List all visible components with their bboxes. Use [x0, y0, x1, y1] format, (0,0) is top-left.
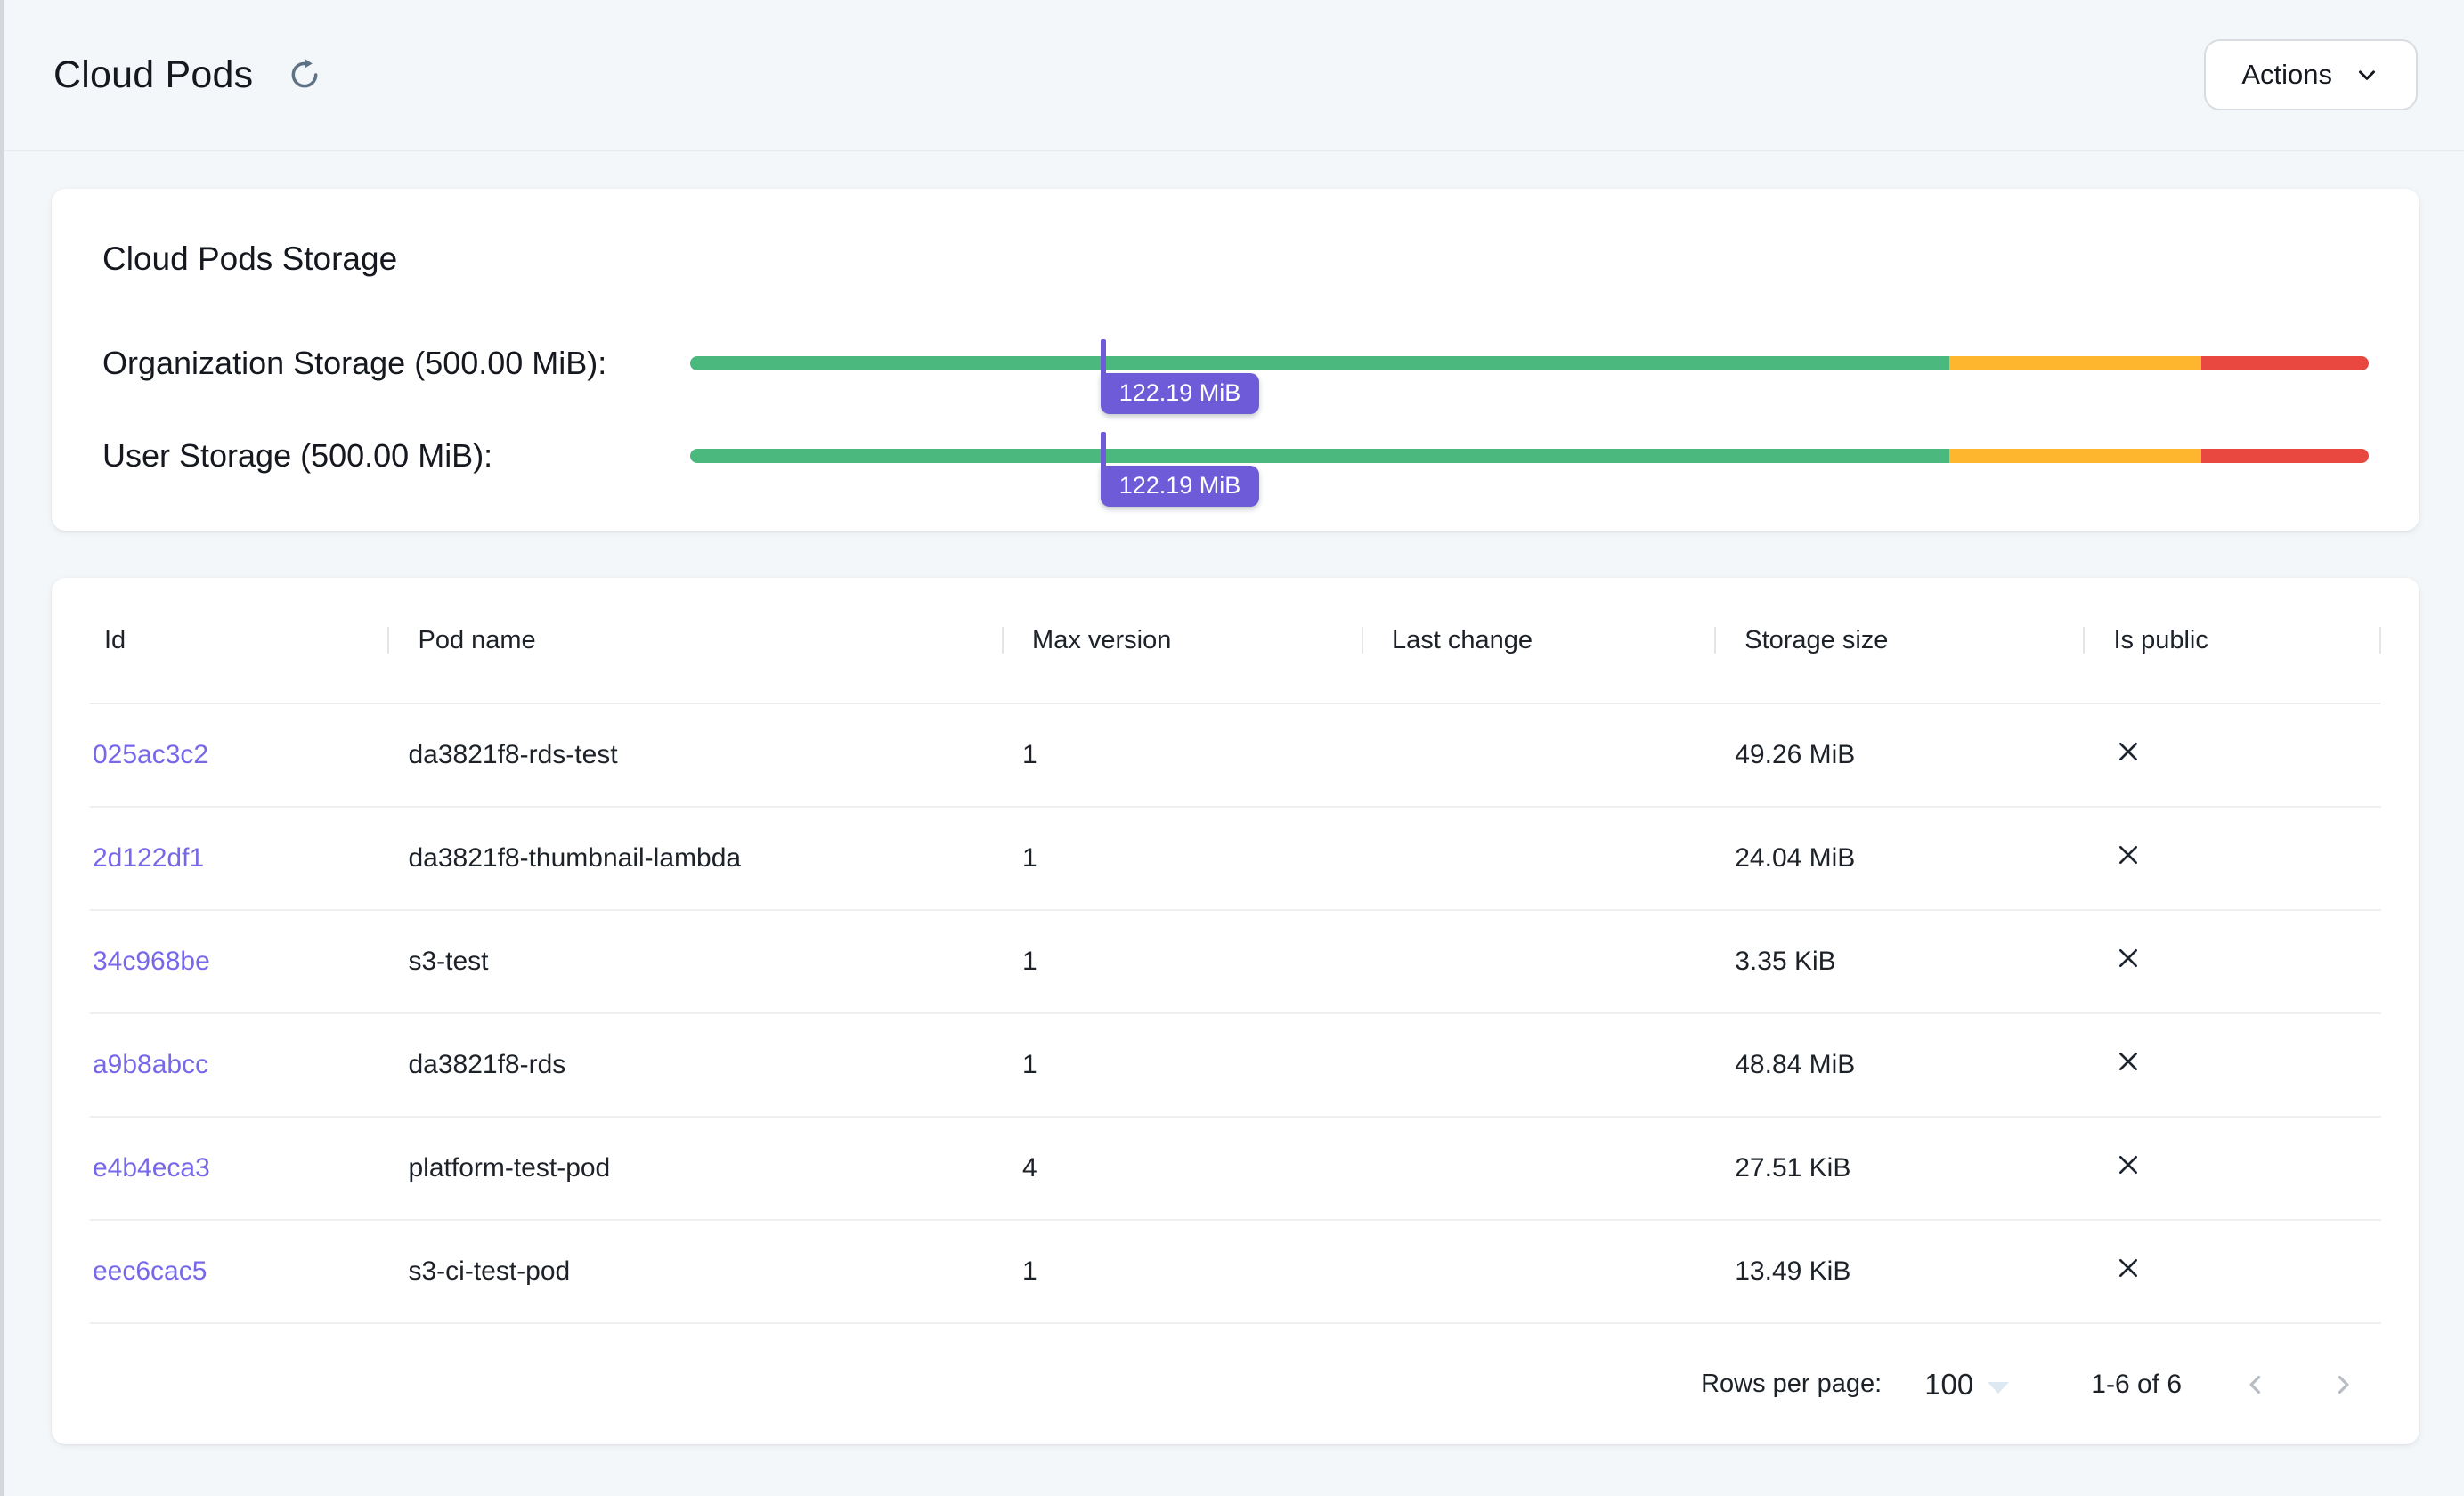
- storage-usage-marker: [1100, 432, 1106, 468]
- refresh-button[interactable]: [285, 55, 324, 94]
- previous-page-button[interactable]: [2232, 1361, 2280, 1409]
- gauge-segment-ok: [690, 356, 1949, 370]
- pod-id-cell: 025ac3c2: [90, 740, 387, 770]
- pod-id-cell: 2d122df1: [90, 843, 387, 874]
- not-public-icon: [2114, 1254, 2143, 1282]
- pagination-range-label: 1-6 of 6: [2091, 1369, 2182, 1399]
- max-version-cell: 4: [1022, 1153, 1037, 1183]
- pod-id-cell: a9b8abcc: [90, 1050, 387, 1080]
- pod-id-link[interactable]: e4b4eca3: [93, 1153, 210, 1183]
- storage-gauge-track: [690, 356, 2369, 370]
- column-header-is-public: Is public: [2083, 578, 2380, 703]
- user-storage-row: User Storage (500.00 MiB): 122.19 MiB: [102, 432, 2369, 507]
- is-public-cell: [2083, 1254, 2380, 1289]
- storage-usage-tooltip: 122.19 MiB: [1100, 373, 1260, 414]
- rows-per-page-value: 100: [1924, 1367, 1974, 1401]
- user-storage-label: User Storage (500.00 MiB):: [102, 437, 493, 474]
- is-public-cell: [2083, 1047, 2380, 1083]
- next-page-button[interactable]: [2319, 1361, 2367, 1409]
- not-public-icon: [2114, 841, 2143, 869]
- pod-name-cell: da3821f8-thumbnail-lambda: [408, 843, 742, 873]
- not-public-icon: [2114, 944, 2143, 972]
- pod-name-cell: da3821f8-rds: [408, 1050, 566, 1079]
- gauge-segment-critical: [2200, 356, 2369, 370]
- column-header-pod-name: Pod name: [387, 578, 1002, 703]
- max-version-cell: 1: [1022, 947, 1037, 976]
- organization-storage-gauge: 122.19 MiB: [690, 339, 2369, 414]
- column-header-storage-size: Storage size: [1714, 578, 2083, 703]
- table-row: eec6cac5 s3-ci-test-pod 1 13.49 KiB: [90, 1221, 2381, 1324]
- gauge-segment-critical: [2200, 449, 2369, 463]
- table-row: 34c968be s3-test 1 3.35 KiB: [90, 911, 2381, 1014]
- rows-per-page-select[interactable]: 100: [1924, 1367, 2010, 1402]
- cloud-pods-table-card: Id Pod name Max version Last change Stor…: [52, 578, 2419, 1444]
- organization-storage-row: Organization Storage (500.00 MiB): 122.1…: [102, 339, 2369, 414]
- not-public-icon: [2114, 1150, 2143, 1179]
- pod-id-cell: e4b4eca3: [90, 1153, 387, 1183]
- table-row: a9b8abcc da3821f8-rds 1 48.84 MiB: [90, 1014, 2381, 1118]
- table-body: 025ac3c2 da3821f8-rds-test 1 49.26 MiB 2…: [90, 704, 2381, 1324]
- actions-button-label: Actions: [2241, 59, 2332, 90]
- gauge-segment-ok: [690, 449, 1949, 463]
- gauge-segment-warning: [1948, 449, 2201, 463]
- column-header-id: Id: [104, 625, 126, 654]
- pod-name-cell: platform-test-pod: [408, 1153, 611, 1183]
- storage-usage-tooltip: 122.19 MiB: [1100, 466, 1260, 507]
- storage-size-cell: 27.51 KiB: [1735, 1153, 1851, 1183]
- max-version-cell: 1: [1022, 740, 1037, 769]
- rows-per-page-dropdown-icon: [1988, 1382, 2010, 1394]
- is-public-cell: [2083, 737, 2380, 773]
- storage-gauge-track: [690, 449, 2369, 463]
- storage-card: Cloud Pods Storage Organization Storage …: [52, 189, 2419, 531]
- chevron-right-icon: [2328, 1370, 2358, 1400]
- pod-id-cell: eec6cac5: [90, 1256, 387, 1287]
- organization-storage-label: Organization Storage (500.00 MiB):: [102, 345, 607, 381]
- max-version-cell: 1: [1022, 843, 1037, 873]
- pod-name-cell: s3-test: [408, 947, 489, 976]
- is-public-cell: [2083, 944, 2380, 980]
- table-row: e4b4eca3 platform-test-pod 4 27.51 KiB: [90, 1118, 2381, 1221]
- gauge-segment-warning: [1948, 356, 2201, 370]
- not-public-icon: [2114, 737, 2143, 766]
- pod-id-link[interactable]: 025ac3c2: [93, 740, 209, 769]
- actions-button[interactable]: Actions: [2204, 39, 2418, 110]
- storage-size-cell: 48.84 MiB: [1735, 1050, 1856, 1079]
- table-pagination: Rows per page: 100 1-6 of 6: [90, 1324, 2381, 1444]
- page-title: Cloud Pods: [53, 53, 254, 96]
- table-row: 025ac3c2 da3821f8-rds-test 1 49.26 MiB: [90, 704, 2381, 808]
- pod-id-cell: 34c968be: [90, 947, 387, 977]
- storage-usage-marker: [1100, 339, 1106, 376]
- storage-size-cell: 3.35 KiB: [1735, 947, 1836, 976]
- storage-size-cell: 49.26 MiB: [1735, 740, 1856, 769]
- column-header-last-change: Last change: [1362, 578, 1714, 703]
- pod-name-cell: s3-ci-test-pod: [408, 1256, 571, 1286]
- max-version-cell: 1: [1022, 1050, 1037, 1079]
- pod-id-link[interactable]: 34c968be: [93, 947, 210, 976]
- pod-name-cell: da3821f8-rds-test: [408, 740, 618, 769]
- table-row: 2d122df1 da3821f8-thumbnail-lambda 1 24.…: [90, 808, 2381, 911]
- storage-card-title: Cloud Pods Storage: [102, 240, 398, 277]
- user-storage-gauge: 122.19 MiB: [690, 432, 2369, 507]
- not-public-icon: [2114, 1047, 2143, 1076]
- storage-size-cell: 24.04 MiB: [1735, 843, 1856, 873]
- is-public-cell: [2083, 841, 2380, 876]
- chevron-left-icon: [2240, 1370, 2271, 1400]
- pod-id-link[interactable]: 2d122df1: [93, 843, 205, 873]
- rows-per-page-label: Rows per page:: [1701, 1370, 1883, 1398]
- window-edge: [0, 0, 4, 1496]
- page-header: Cloud Pods Actions: [0, 0, 2464, 151]
- refresh-icon: [287, 57, 322, 93]
- chevron-down-icon: [2354, 61, 2380, 88]
- is-public-cell: [2083, 1150, 2380, 1186]
- pod-id-link[interactable]: eec6cac5: [93, 1256, 207, 1286]
- column-header-max-version: Max version: [1002, 578, 1362, 703]
- max-version-cell: 1: [1022, 1256, 1037, 1286]
- table-header-row: Id Pod name Max version Last change Stor…: [90, 578, 2381, 704]
- pod-id-link[interactable]: a9b8abcc: [93, 1050, 209, 1079]
- storage-size-cell: 13.49 KiB: [1735, 1256, 1851, 1286]
